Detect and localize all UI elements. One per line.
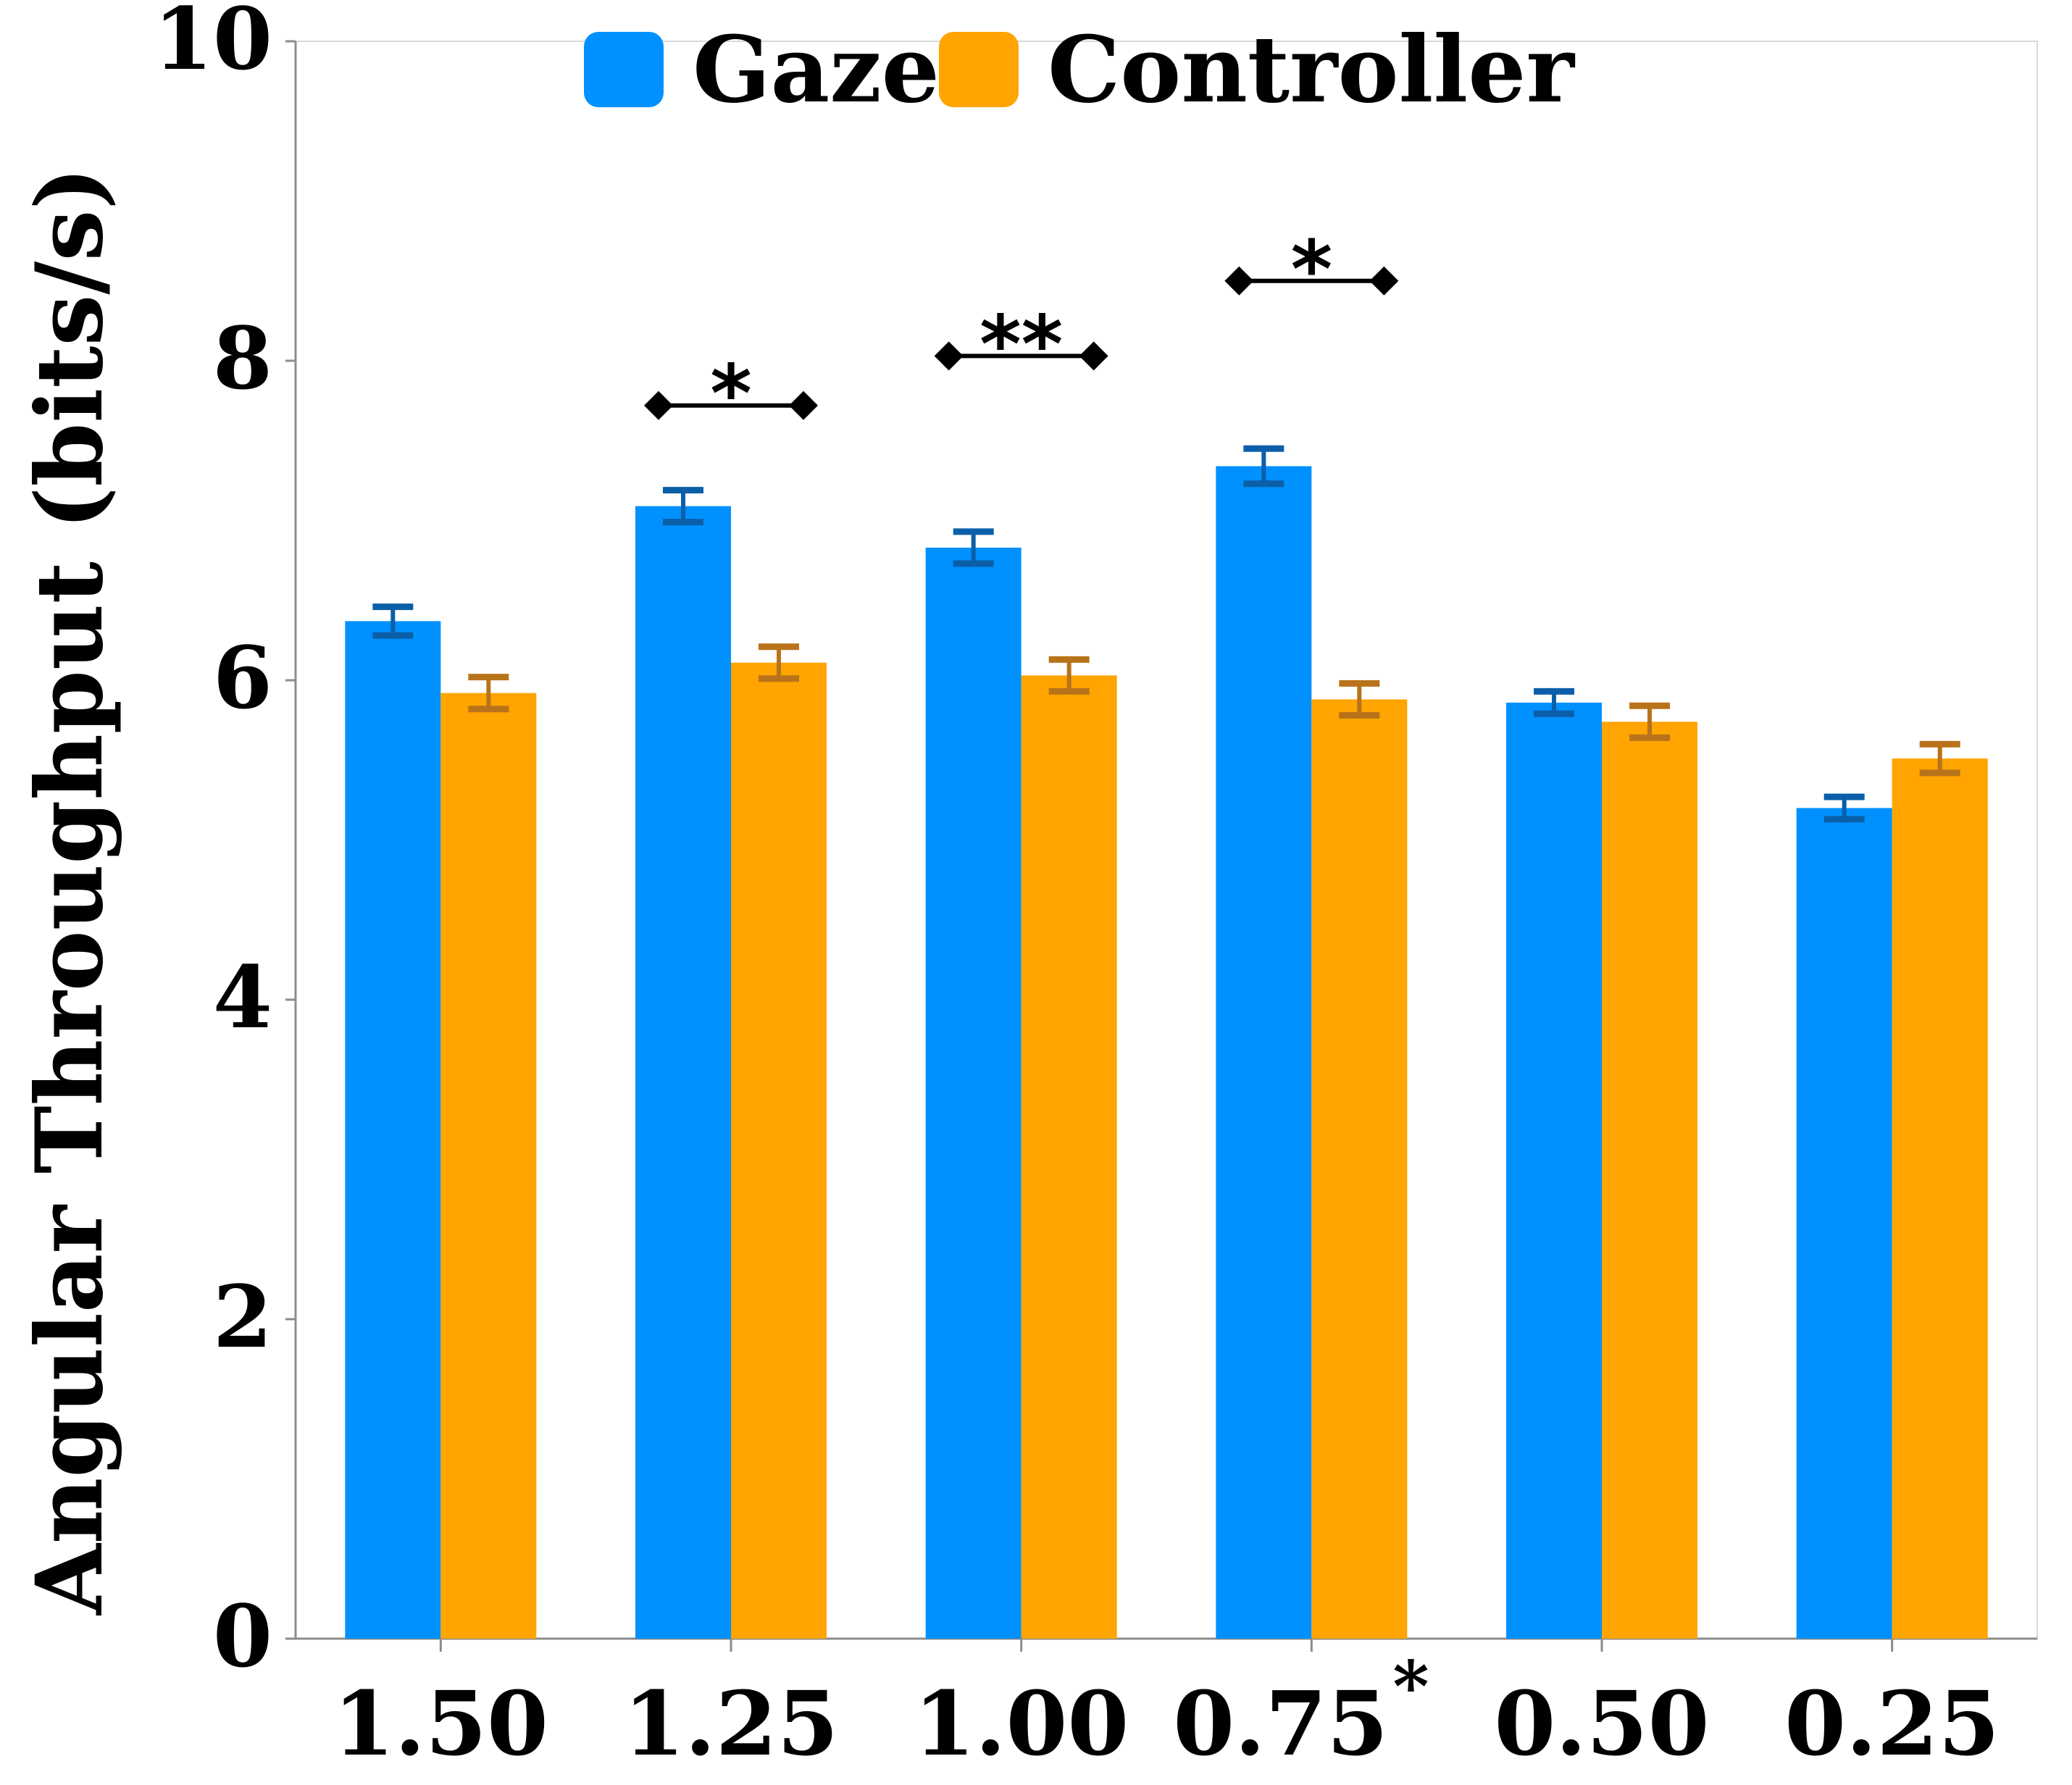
error-bar-controller-1.25 (759, 643, 799, 682)
y-axis-title: Angular Throughput (bits/s) (16, 167, 123, 1615)
x-axis: 1.50 1.25 1.00 0.75 * 0.50 0.25 (333, 1639, 2000, 1776)
bar-controller-1.00 (1021, 675, 1117, 1639)
bar-controller-0.25 (1892, 758, 1988, 1639)
error-bars (372, 445, 1960, 823)
y-tick-label: 8 (213, 308, 272, 409)
significance-bracket: * (1224, 223, 1399, 316)
legend-swatch (584, 32, 664, 107)
legend: Gaze Controller (584, 16, 1575, 123)
significance-bracket: ** (934, 298, 1108, 390)
error-bar-controller-1.50 (468, 674, 509, 713)
error-bar-controller-0.75 (1339, 680, 1380, 719)
y-axis: 0 2 4 6 8 10 (154, 0, 296, 1686)
legend-item-gaze: Gaze (584, 16, 940, 123)
x-tick-label: 0.75 (1173, 1671, 1388, 1776)
significance-brackets: **** (644, 223, 1399, 440)
error-bar-controller-0.50 (1629, 702, 1670, 741)
plot-frame (294, 41, 2038, 1640)
error-bar-controller-0.25 (1919, 740, 1960, 777)
bar-gaze-0.50 (1506, 702, 1602, 1639)
x-tick-label: 0.25 (1784, 1671, 2000, 1776)
significance-label: ** (979, 298, 1063, 390)
bar-gaze-0.25 (1796, 808, 1892, 1639)
bar-controller-1.50 (440, 693, 537, 1639)
significance-label: * (1291, 223, 1333, 316)
error-bar-controller-1.00 (1048, 656, 1090, 695)
x-tick-mark: * (1392, 1646, 1429, 1728)
significance-label: * (710, 348, 752, 440)
error-bar-gaze-1.00 (953, 528, 994, 567)
y-tick-label: 10 (154, 0, 272, 89)
bar-controller-0.75 (1311, 699, 1408, 1639)
legend-swatch (939, 32, 1019, 107)
x-tick-label: 1.00 (914, 1671, 1129, 1776)
legend-label: Controller (1048, 16, 1575, 123)
bar-gaze-1.25 (635, 506, 731, 1639)
y-tick-label: 2 (213, 1266, 272, 1367)
legend-item-controller: Controller (939, 16, 1575, 123)
bar-gaze-1.00 (925, 547, 1022, 1639)
x-tick-label: 1.25 (623, 1671, 838, 1776)
significance-bracket: * (644, 348, 818, 440)
y-tick-label: 4 (213, 947, 272, 1048)
x-tick-label: 0.50 (1494, 1671, 1709, 1776)
x-tick-label: 1.50 (333, 1671, 548, 1776)
bar-gaze-0.75 (1216, 466, 1312, 1639)
legend-label: Gaze (693, 16, 940, 123)
error-bar-gaze-1.50 (372, 603, 414, 639)
y-tick-label: 0 (213, 1586, 272, 1686)
error-bar-gaze-0.75 (1243, 445, 1284, 488)
y-tick-label: 6 (213, 627, 272, 728)
bar-gaze-1.50 (345, 621, 441, 1639)
bar-controller-0.50 (1602, 722, 1697, 1639)
error-bar-gaze-1.25 (663, 487, 703, 526)
error-bar-gaze-0.50 (1534, 687, 1574, 717)
error-bar-gaze-0.25 (1824, 793, 1865, 823)
bars (345, 466, 1988, 1639)
bar-controller-1.25 (731, 662, 827, 1639)
